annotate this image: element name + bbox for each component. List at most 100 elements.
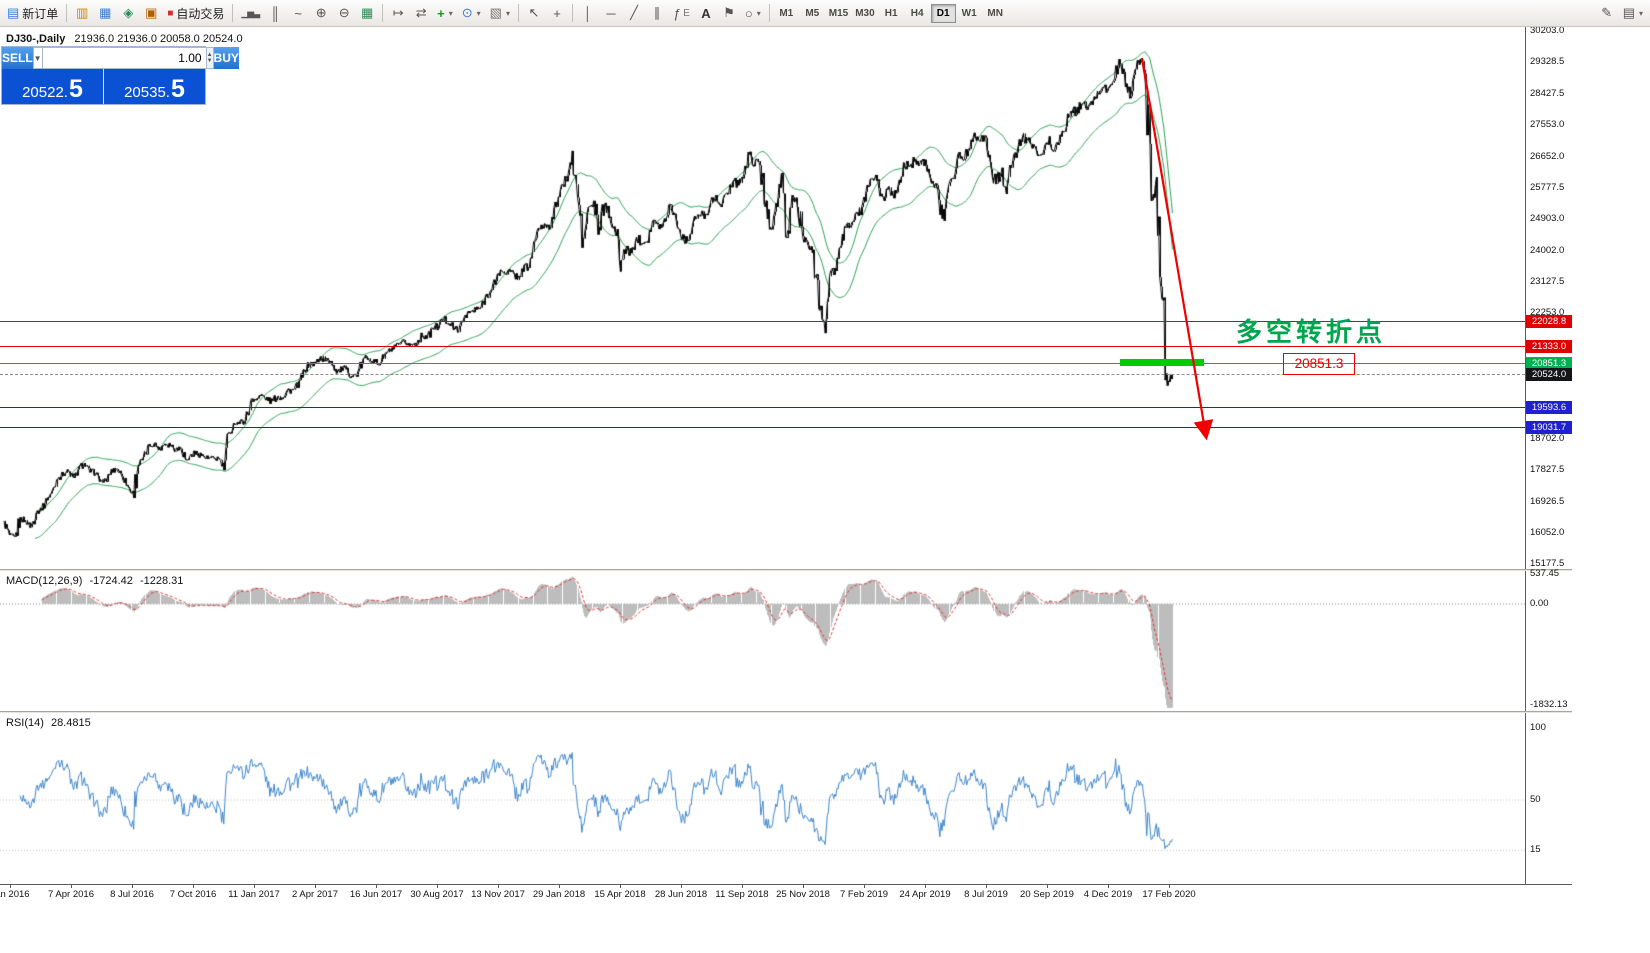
price-axis-tick: 23127.5 <box>1530 275 1565 287</box>
time-axis-label: 13 Nov 2017 <box>471 889 525 900</box>
sell-label: SELL <box>2 51 33 65</box>
toolbar-separator <box>382 4 384 22</box>
template-icon: ▧ <box>489 5 502 20</box>
vertical-line-button[interactable]: │ <box>577 2 599 24</box>
current-price-line[interactable] <box>0 374 1525 376</box>
new-order-icon: ▤ <box>7 5 20 20</box>
cursor-button[interactable]: ↖ <box>523 2 545 24</box>
tile-windows-button[interactable]: ▦ <box>356 2 378 24</box>
price-axis-border <box>1525 27 1526 884</box>
time-axis-label: 17 Feb 2020 <box>1142 889 1196 900</box>
zoom-out-button[interactable]: ⊖ <box>333 2 355 24</box>
horizontal-level-line[interactable] <box>0 407 1525 408</box>
compose-button[interactable]: ✎ <box>1596 2 1618 24</box>
volume-preset-dropdown[interactable]: ▼ <box>32 47 43 69</box>
tf-button-w1[interactable]: W1 <box>961 7 977 19</box>
price-axis-tick: 28427.5 <box>1530 87 1565 99</box>
price-axis-tick: 25777.5 <box>1530 181 1565 193</box>
tf-button-h1[interactable]: H1 <box>884 7 898 19</box>
sell-price-main: 20522. <box>22 84 68 101</box>
tf-button-m15[interactable]: M15 <box>828 7 849 19</box>
time-axis-label: 24 Apr 2019 <box>899 889 951 900</box>
volume-input[interactable] <box>42 47 207 69</box>
tf-button-mn[interactable]: MN <box>987 7 1003 19</box>
tf-button-m1[interactable]: M1 <box>779 7 794 19</box>
candlestick-button[interactable]: ║ <box>264 2 286 24</box>
buy-price[interactable]: 20535. 5 <box>104 69 205 104</box>
crosshair-button[interactable]: + <box>546 2 568 24</box>
new-order-label: 新订单 <box>22 6 59 21</box>
time-axis-tick <box>559 884 560 888</box>
pivot-price-box[interactable]: 20851.3 <box>1283 353 1355 375</box>
new-order-button[interactable]: ▤ 新订单 <box>3 2 62 24</box>
horizontal-line-button[interactable]: ─ <box>600 2 622 24</box>
time-axis-label: 15 Apr 2018 <box>594 889 646 900</box>
chevron-down-icon: ▾ <box>756 8 761 18</box>
text-button[interactable]: A <box>695 2 717 24</box>
price-chart-canvas[interactable] <box>0 27 1525 569</box>
time-axis-tick <box>254 884 255 888</box>
horizontal-level-line[interactable] <box>0 363 1525 364</box>
time-axis-tick <box>1108 884 1109 888</box>
layout-button[interactable]: ▤ ▾ <box>1619 2 1647 24</box>
navigator-icon: ◈ <box>123 5 134 20</box>
pivot-annotation-text[interactable]: 多空转折点 <box>1236 317 1387 347</box>
rsi-panel-canvas[interactable] <box>0 713 1525 884</box>
shapes-button[interactable]: ○ ▾ <box>741 2 765 24</box>
sell-button[interactable]: SELL <box>2 47 33 69</box>
panel-splitter-macd[interactable] <box>0 569 1572 571</box>
tf-button-m5[interactable]: M5 <box>805 7 820 19</box>
sell-price[interactable]: 20522. 5 <box>2 69 103 104</box>
tf-button-h4[interactable]: H4 <box>910 7 924 19</box>
zoom-in-button[interactable]: ⊕ <box>310 2 332 24</box>
time-axis-tick <box>1047 884 1048 888</box>
bar-chart-button[interactable]: ▁▅▃ <box>237 2 263 24</box>
time-axis-tick <box>315 884 316 888</box>
pencil-icon: ✎ <box>1601 5 1613 20</box>
price-axis-tick: 30203.0 <box>1530 25 1565 36</box>
tf-button-d1[interactable]: D1 <box>930 3 956 23</box>
price-axis-tick: 22253.0 <box>1530 306 1565 318</box>
trendline-button[interactable]: ╱ <box>623 2 645 24</box>
vertical-line-icon: │ <box>583 5 593 21</box>
support-zone-segment[interactable] <box>1120 359 1204 366</box>
volume-stepper[interactable]: ▲ ▼ <box>206 47 214 69</box>
navigator-button[interactable]: ◈ <box>117 2 139 24</box>
market-watch-button[interactable]: ▥ <box>71 2 93 24</box>
channel-button[interactable]: ∥ <box>646 2 668 24</box>
terminal-button[interactable]: ▣ <box>140 2 162 24</box>
terminal-icon: ▣ <box>145 5 158 20</box>
data-window-button[interactable]: ▦ <box>94 2 116 24</box>
time-axis-tick <box>1169 884 1170 888</box>
autotrading-label: 自动交易 <box>176 6 225 21</box>
autotrading-button[interactable]: ■ 自动交易 <box>163 2 228 24</box>
time-axis-label: 25 Nov 2018 <box>776 889 830 900</box>
time-axis-tick <box>681 884 682 888</box>
periods-button[interactable]: ⊙ ▾ <box>458 2 485 24</box>
crosshair-icon: + <box>553 5 561 21</box>
toolbar-separator <box>768 4 770 22</box>
horizontal-level-line[interactable] <box>0 427 1525 428</box>
macd-panel-canvas[interactable] <box>0 571 1525 711</box>
buy-price-big-digit: 5 <box>170 75 185 103</box>
indicators-button[interactable]: + ▾ <box>433 2 457 24</box>
toolbar-separator <box>66 4 68 22</box>
templates-button[interactable]: ▧ ▾ <box>486 2 514 24</box>
auto-scroll-button[interactable]: ↦ <box>387 2 409 24</box>
horizontal-level-line[interactable] <box>0 321 1525 322</box>
time-axis-label: 11 Jan 2017 <box>228 889 280 900</box>
time-axis-tick <box>376 884 377 888</box>
buy-button[interactable]: BUY <box>213 47 239 69</box>
panel-splitter-rsi[interactable] <box>0 711 1572 713</box>
time-axis-tick <box>498 884 499 888</box>
chart-shift-button[interactable]: ⇄ <box>410 2 432 24</box>
horizontal-level-line[interactable] <box>0 346 1525 347</box>
tf-button-m30[interactable]: M30 <box>855 7 875 19</box>
text-label-button[interactable]: ⚑ <box>718 2 740 24</box>
time-axis-tick <box>803 884 804 888</box>
tile-windows-icon: ▦ <box>360 5 374 20</box>
time-axis-tick <box>864 884 865 888</box>
buy-price-main: 20535. <box>124 84 170 101</box>
line-chart-button[interactable]: ~ <box>287 2 309 24</box>
